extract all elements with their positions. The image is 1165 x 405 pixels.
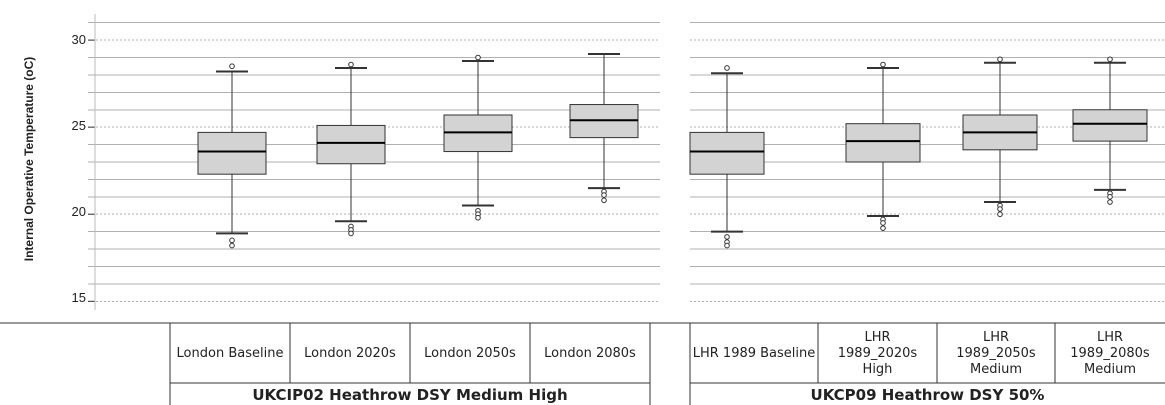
- outlier-g0-c0-1: [229, 242, 235, 249]
- box-g0-c0: [197, 131, 267, 175]
- outlier-g0-c2-3: [475, 54, 481, 61]
- outlier-g1-c3-2: [1107, 199, 1113, 205]
- y-tick-15: 15: [71, 290, 86, 305]
- x-label-london-2020s: London 2020s: [304, 346, 396, 361]
- outlier-g1-c3-3: [1107, 56, 1113, 63]
- group-label-ukcp09: UKCP09 Heathrow DSY 50%: [810, 386, 1045, 404]
- x-label-london-2050s: London 2050s: [424, 346, 516, 361]
- y-tick-30: 30: [71, 32, 86, 47]
- box-g1-c1: [845, 123, 921, 163]
- y-tick-20: 20: [71, 204, 86, 219]
- outlier-g0-c0-2: [229, 63, 235, 70]
- outlier-g1-c0-2: [724, 242, 730, 249]
- outlier-g0-c0-0: [229, 237, 235, 244]
- outlier-g1-c2-3: [997, 56, 1003, 63]
- outlier-g1-c0-0: [724, 234, 730, 240]
- group-label-ukcip02: UKCIP02 Heathrow DSY Medium High: [252, 386, 568, 404]
- outlier-g0-c1-3: [348, 61, 354, 68]
- outlier-g1-c0-3: [724, 65, 730, 71]
- box-g1-c3: [1072, 109, 1148, 142]
- outlier-g0-c1-2: [348, 230, 354, 237]
- x-label-london-2080s: London 2080s: [544, 346, 636, 361]
- y-tick-25: 25: [71, 118, 86, 133]
- outlier-g1-c1-2: [880, 225, 886, 231]
- outlier-g0-c2-2: [475, 214, 481, 221]
- outlier-g0-c3-1: [601, 192, 607, 198]
- x-label-london-baseline: London Baseline: [176, 346, 284, 361]
- outlier-g1-c1-3: [880, 61, 886, 68]
- x-label-lhr-2050s: LHR 1989_2050s Medium: [956, 330, 1036, 377]
- outlier-g1-c2-2: [997, 211, 1003, 218]
- box-g1-c0: [689, 131, 765, 175]
- x-label-lhr-baseline: LHR 1989 Baseline: [692, 346, 816, 361]
- x-label-lhr-2020s: LHR 1989_2020s High: [837, 330, 918, 377]
- y-axis-label: Internal Operative Temperature (oC): [22, 56, 36, 262]
- box-g0-c1: [316, 124, 386, 165]
- outlier-g1-c2-1: [997, 206, 1003, 212]
- outlier-g1-c3-1: [1107, 194, 1113, 200]
- x-label-lhr-2080s: LHR 1989_2080s Medium: [1070, 330, 1150, 377]
- outlier-g0-c3-2: [601, 197, 607, 204]
- outlier-g1-c1-1: [880, 220, 886, 226]
